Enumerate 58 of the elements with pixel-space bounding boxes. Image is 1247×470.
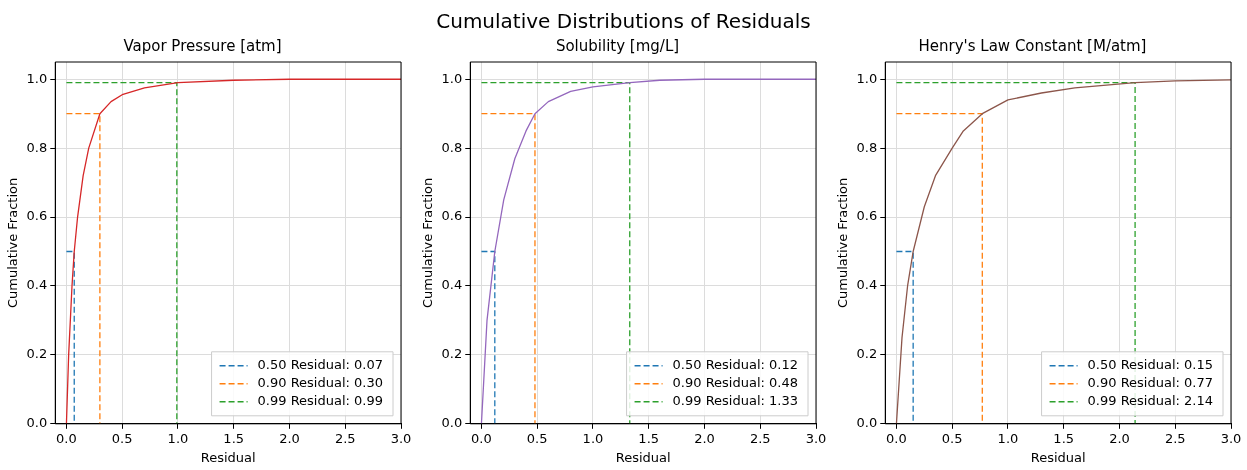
- x-tick-label: 0.5: [111, 430, 133, 446]
- y-tick-label: 0.0: [26, 415, 48, 431]
- x-tick-label: 2.5: [749, 430, 771, 446]
- y-tick-label: 0.4: [856, 277, 878, 293]
- y-tick-label: 0.8: [441, 139, 463, 155]
- y-axis-title: Cumulative Fraction: [835, 177, 851, 309]
- x-tick-label: 1.0: [167, 430, 189, 446]
- y-tick-label: 0.2: [856, 346, 878, 362]
- y-tick-label: 0.0: [856, 415, 878, 431]
- x-tick-label: 0.0: [886, 430, 907, 446]
- y-tick-label: 0.4: [26, 277, 48, 293]
- y-tick-label: 1.0: [856, 70, 878, 86]
- legend-label: 0.50 Residual: 0.12: [672, 357, 798, 373]
- x-axis-title: Residual: [200, 449, 256, 465]
- chart-title: Solubility [mg/L]: [555, 36, 680, 55]
- y-tick-label: 0.0: [441, 415, 463, 431]
- x-tick-label: 0.5: [526, 430, 548, 446]
- y-tick-label: 0.6: [26, 208, 48, 224]
- legend-label: 0.90 Residual: 0.48: [672, 375, 798, 391]
- legend-label: 0.90 Residual: 0.77: [1087, 375, 1213, 391]
- y-tick-label: 0.8: [856, 139, 878, 155]
- x-tick-label: 2.0: [279, 430, 300, 446]
- y-tick-label: 0.8: [26, 139, 48, 155]
- x-tick-label: 1.0: [997, 430, 1019, 446]
- x-tick-label: 3.0: [390, 430, 412, 446]
- y-tick-label: 1.0: [441, 70, 463, 86]
- x-tick-label: 3.0: [805, 430, 827, 446]
- x-tick-label: 3.0: [1220, 430, 1242, 446]
- y-tick-label: 0.2: [441, 346, 463, 362]
- x-tick-label: 1.0: [582, 430, 604, 446]
- y-axis-title: Cumulative Fraction: [420, 177, 436, 309]
- x-tick-label: 2.0: [1109, 430, 1130, 446]
- legend-label: 0.50 Residual: 0.15: [1087, 357, 1213, 373]
- x-tick-label: 1.5: [1053, 430, 1075, 446]
- x-tick-label: 2.5: [1164, 430, 1186, 446]
- x-tick-label: 2.0: [694, 430, 715, 446]
- y-tick-label: 1.0: [26, 70, 48, 86]
- legend-label: 0.99 Residual: 2.14: [1087, 393, 1213, 409]
- y-tick-label: 0.2: [26, 346, 48, 362]
- x-axis-title: Residual: [1030, 449, 1086, 465]
- y-axis-title: Cumulative Fraction: [5, 177, 21, 309]
- x-tick-label: 2.5: [334, 430, 356, 446]
- legend-label: 0.99 Residual: 1.33: [672, 393, 798, 409]
- x-tick-label: 1.5: [223, 430, 245, 446]
- x-tick-label: 0.0: [56, 430, 77, 446]
- chart-title: Vapor Pressure [atm]: [123, 36, 282, 55]
- x-tick-label: 1.5: [638, 430, 660, 446]
- legend-label: 0.50 Residual: 0.07: [257, 357, 383, 373]
- legend-label: 0.90 Residual: 0.30: [257, 375, 383, 391]
- legend-label: 0.99 Residual: 0.99: [257, 393, 383, 409]
- chart-title: Henry's Law Constant [M/atm]: [918, 36, 1147, 55]
- text: Cumulative Distributions of Residuals: [435, 8, 812, 35]
- y-tick-label: 0.6: [856, 208, 878, 224]
- y-tick-label: 0.6: [441, 208, 463, 224]
- x-tick-label: 0.5: [941, 430, 963, 446]
- y-tick-label: 0.4: [441, 277, 463, 293]
- x-tick-label: 0.0: [471, 430, 492, 446]
- x-axis-title: Residual: [615, 449, 671, 465]
